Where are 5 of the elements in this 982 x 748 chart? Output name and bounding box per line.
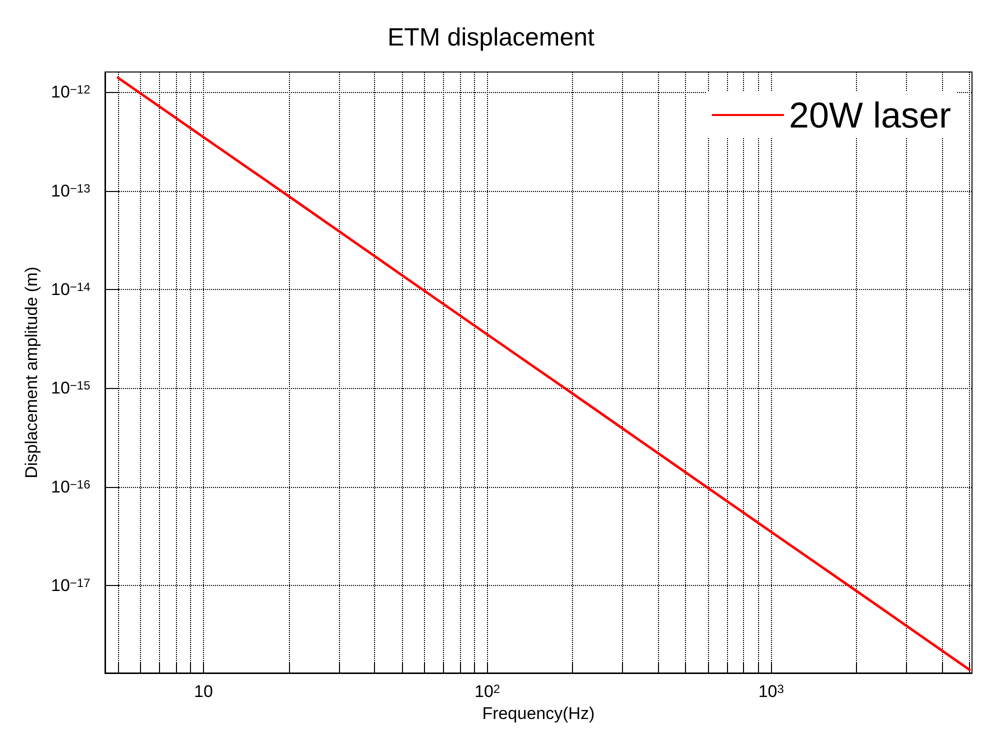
x-axis-title: Frequency(Hz) [482,704,595,723]
y-axis-title: Displacement amplitude (m) [22,266,42,478]
legend-label: 20W laser [788,94,952,136]
x-tick-label: 10 [194,682,213,701]
chart-title: ETM displacement [387,24,595,52]
